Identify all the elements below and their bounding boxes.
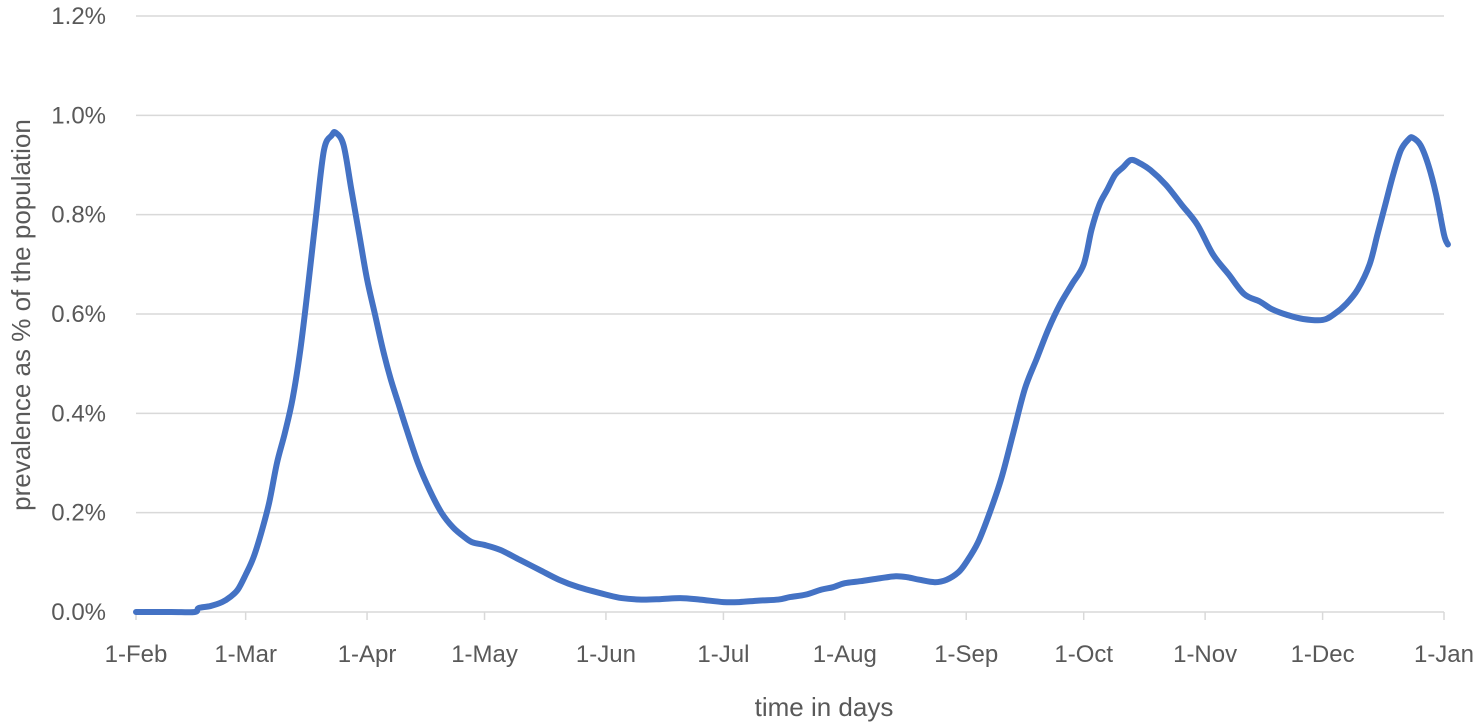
series-line-0 [133, 129, 1451, 616]
series-layer [133, 129, 1451, 616]
x-tick-label: 1-Sep [934, 641, 998, 668]
y-tick-label: 0.4% [51, 400, 106, 427]
x-axis-tick-labels: 1-Feb 1-Mar 1-Apr 1-May 1-Jun 1-Jul 1-Aug 1-Sep… [105, 641, 1474, 668]
y-tick-label: 0.8% [51, 202, 106, 229]
x-tick-label: 1-Jan [1414, 641, 1474, 668]
x-tick-label: 1-Feb [105, 641, 168, 668]
y-axis-tick-labels: 0.0% 0.2% 0.4% 0.6% 0.8% 1.0% 1.2% [51, 3, 106, 626]
x-tick-label: 1-Aug [813, 641, 877, 668]
y-tick-label: 1.2% [51, 3, 106, 30]
gridlines [136, 15, 1444, 514]
y-tick-label: 0.2% [51, 500, 106, 527]
x-tick-label: 1-Nov [1173, 641, 1237, 668]
x-axis [135, 611, 1445, 620]
x-tick-label: 1-Mar [214, 641, 277, 668]
x-tick-label: 1-Jul [697, 641, 749, 668]
x-axis-title: time in days [755, 692, 894, 722]
x-tick-label: 1-Apr [338, 641, 397, 668]
x-tick-label: 1-Jun [576, 641, 636, 668]
x-tick-label: 1-Dec [1291, 641, 1355, 668]
y-tick-label: 0.0% [51, 599, 106, 626]
x-tick-label: 1-May [451, 641, 518, 668]
x-tick-label: 1-Oct [1054, 641, 1113, 668]
y-tick-label: 1.0% [51, 102, 106, 129]
y-axis-title: prevalence as % of the population [6, 119, 36, 511]
y-tick-label: 0.6% [51, 301, 106, 328]
